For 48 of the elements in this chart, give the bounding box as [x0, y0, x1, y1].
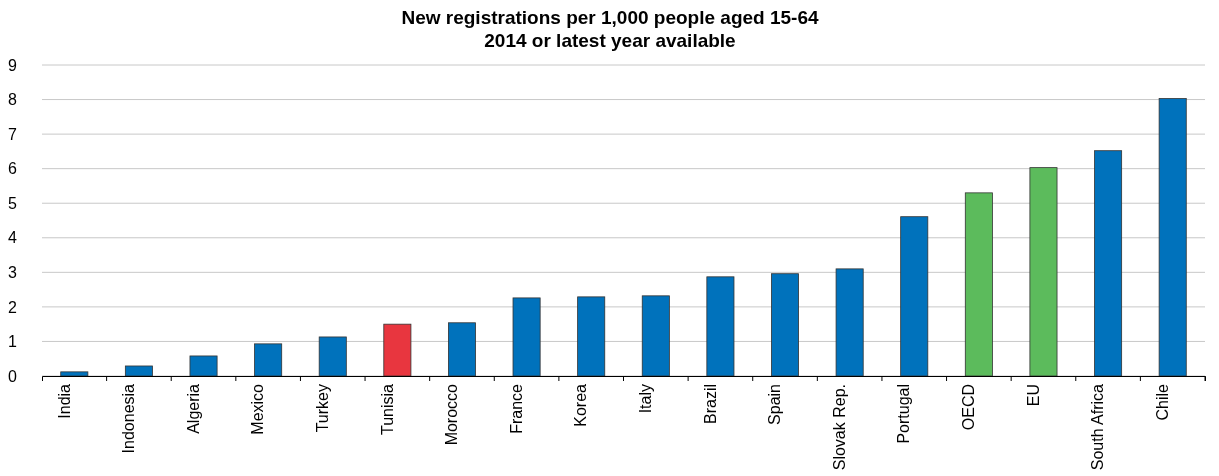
- bar: [1029, 167, 1058, 377]
- x-tick-label: Korea: [572, 383, 590, 427]
- bar: [641, 295, 670, 377]
- x-tick-label: South Africa: [1089, 383, 1107, 471]
- x-tick-label: Turkey: [313, 384, 331, 433]
- x-tick-label: India: [55, 383, 73, 419]
- bar: [706, 276, 735, 377]
- chart-title: New registrations per 1,000 people aged 15-64: [401, 7, 819, 28]
- x-tick-label: Spain: [766, 384, 784, 425]
- bar: [900, 216, 929, 377]
- bar: [254, 343, 283, 377]
- bar: [577, 296, 606, 377]
- y-tick-label: 0: [8, 367, 17, 385]
- y-tick-label: 1: [8, 333, 17, 351]
- x-tick-label: France: [507, 383, 525, 434]
- bar: [383, 323, 412, 377]
- bar: [448, 322, 476, 377]
- x-tick-label: Brazil: [701, 384, 719, 425]
- bar: [1094, 150, 1123, 377]
- y-tick-label: 7: [8, 125, 17, 143]
- y-tick-label: 2: [8, 298, 17, 316]
- x-tick-label: Italy: [637, 384, 655, 414]
- x-tick-label: Algeria: [184, 383, 202, 434]
- bar: [1158, 98, 1187, 377]
- bar: [964, 192, 993, 377]
- bar: [771, 273, 799, 377]
- bar: [512, 297, 541, 377]
- chart-subtitle: 2014 or latest year available: [484, 30, 736, 51]
- bar: [318, 336, 347, 377]
- y-tick-label: 3: [8, 263, 17, 281]
- x-tick-label: Slovak Rep.: [830, 384, 848, 471]
- y-tick-label: 9: [8, 56, 17, 74]
- x-tick-label: Indonesia: [120, 383, 138, 454]
- x-tick-label: EU: [1024, 384, 1042, 407]
- x-tick-label: Portugal: [895, 384, 913, 444]
- y-tick-label: 5: [8, 194, 17, 212]
- bar: [124, 365, 153, 377]
- bar: [60, 371, 89, 377]
- bar: [835, 268, 864, 377]
- x-tick-label: Tunisia: [378, 383, 396, 435]
- x-tick-label: Morocco: [443, 383, 461, 446]
- x-tick-label: Mexico: [249, 383, 267, 435]
- x-tick-label: Chile: [1153, 383, 1171, 421]
- bar: [189, 355, 218, 377]
- x-tick-label: OECD: [960, 384, 978, 431]
- y-tick-label: 4: [8, 229, 17, 247]
- y-tick-label: 8: [8, 91, 17, 109]
- y-tick-label: 6: [8, 160, 17, 178]
